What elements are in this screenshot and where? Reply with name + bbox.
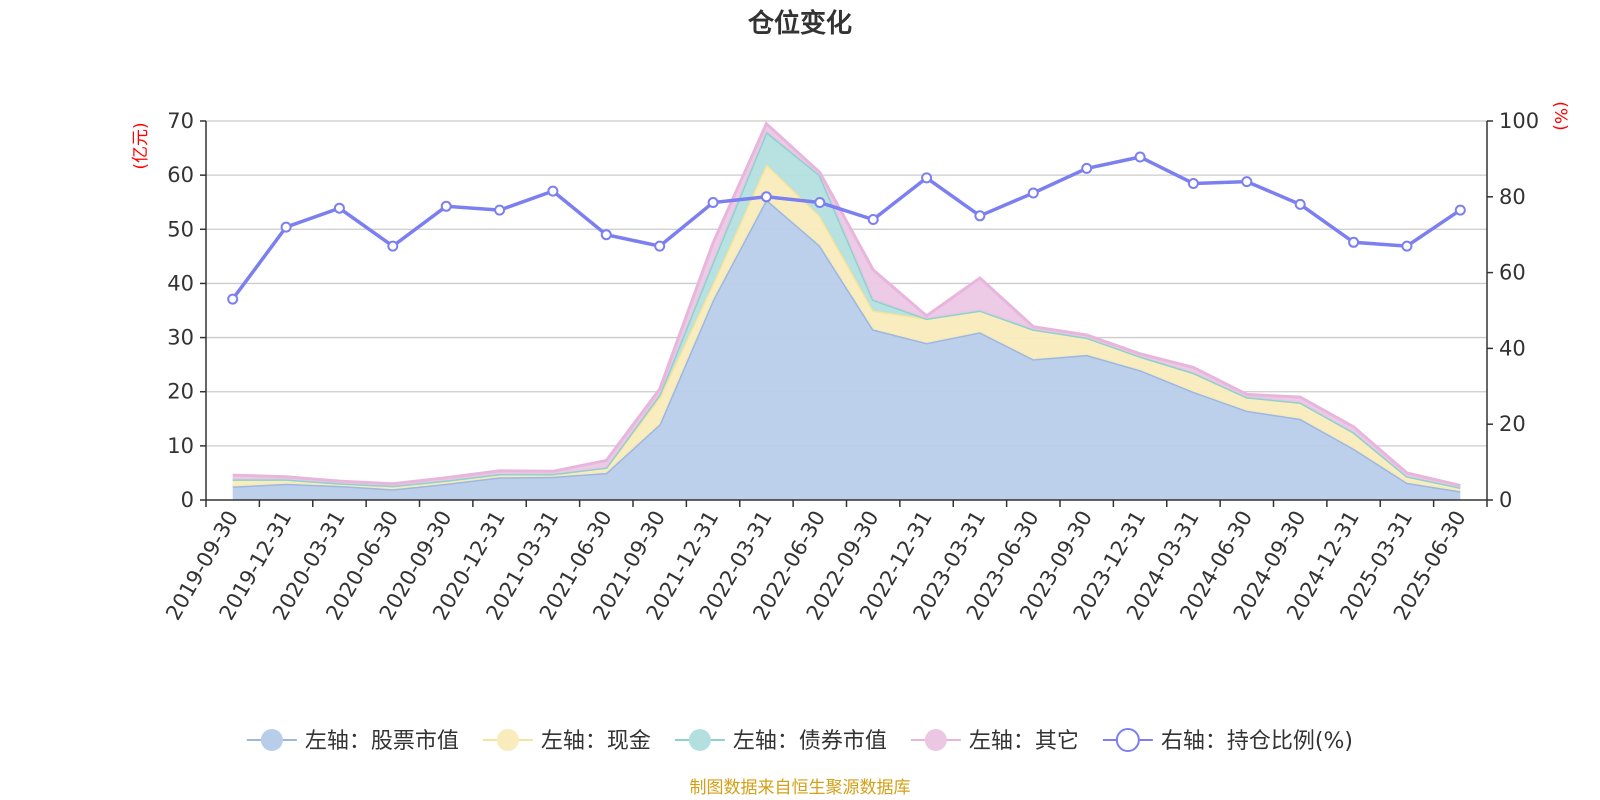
ratio-point-14[interactable] xyxy=(974,210,986,222)
ratio-point-2[interactable] xyxy=(333,202,345,214)
area-edge-series-3 xyxy=(232,121,1461,487)
left-tick-label-60: 60 xyxy=(167,163,194,187)
ratio-point-5[interactable] xyxy=(494,204,506,216)
stacked-areas xyxy=(232,121,1461,500)
ratio-point-21[interactable] xyxy=(1348,236,1360,248)
right-tick-label-100: 100 xyxy=(1499,109,1539,133)
ratio-point-6[interactable] xyxy=(547,185,559,197)
ratio-point-16[interactable] xyxy=(1081,162,1093,174)
ratio-point-7[interactable] xyxy=(600,229,612,241)
legend-marker-1 xyxy=(496,729,519,751)
ratio-point-10[interactable] xyxy=(760,191,772,203)
ratio-line xyxy=(227,151,1466,305)
legend-label-0: 左轴：股票市值 xyxy=(305,729,459,754)
right-axis-unit: (%) xyxy=(1550,101,1570,130)
right-tick-label-20: 20 xyxy=(1499,412,1526,436)
ratio-line-path xyxy=(231,155,1462,301)
ratio-point-0[interactable] xyxy=(227,293,239,305)
right-tick-label-0: 0 xyxy=(1499,488,1512,512)
legend-item-2[interactable]: 左轴：债券市值 xyxy=(674,729,887,754)
right-tick-label-40: 40 xyxy=(1499,336,1526,360)
legend-item-3[interactable]: 左轴：其它 xyxy=(910,729,1079,754)
left-tick-label-70: 70 xyxy=(167,109,194,133)
ratio-point-18[interactable] xyxy=(1187,178,1199,189)
legend-marker-3 xyxy=(924,729,947,751)
legend: 左轴：股票市值 左轴：现金 左轴：债券市值 左轴：其它 右轴：持仓比例(%) xyxy=(246,728,1353,754)
legend-label-4: 右轴：持仓比例(%) xyxy=(1161,729,1353,754)
ratio-point-3[interactable] xyxy=(387,240,399,252)
ratio-point-12[interactable] xyxy=(867,214,879,225)
legend-marker-4 xyxy=(1115,728,1140,752)
left-tick-label-10: 10 xyxy=(167,434,194,458)
legend-label-2: 左轴：债券市值 xyxy=(733,729,887,754)
left-tick-label-20: 20 xyxy=(167,380,194,404)
ratio-point-23[interactable] xyxy=(1454,204,1466,216)
ratio-point-15[interactable] xyxy=(1027,187,1039,199)
legend-item-0[interactable]: 左轴：股票市值 xyxy=(246,729,459,754)
ratio-point-20[interactable] xyxy=(1294,198,1306,210)
legend-item-4[interactable]: 右轴：持仓比例(%) xyxy=(1102,728,1353,754)
left-tick-label-30: 30 xyxy=(167,326,194,350)
ratio-point-19[interactable] xyxy=(1241,176,1253,188)
legend-marker-2 xyxy=(688,729,711,751)
left-tick-label-0: 0 xyxy=(181,488,194,512)
chart-title: 仓位变化 xyxy=(747,8,852,39)
ratio-point-22[interactable] xyxy=(1401,240,1413,252)
data-source-note: 制图数据来自恒生聚源数据库 xyxy=(690,778,911,798)
left-tick-label-40: 40 xyxy=(167,271,194,295)
ratio-point-13[interactable] xyxy=(921,172,933,184)
ratio-point-9[interactable] xyxy=(707,197,719,208)
ratio-point-11[interactable] xyxy=(814,197,826,208)
ratio-point-8[interactable] xyxy=(654,240,666,252)
ratio-point-1[interactable] xyxy=(280,221,292,233)
area-series-0 xyxy=(232,199,1461,500)
right-tick-label-60: 60 xyxy=(1499,261,1526,285)
left-axis-unit: (亿元) xyxy=(131,122,151,169)
left-tick-label-50: 50 xyxy=(167,217,194,241)
legend-item-1[interactable]: 左轴：现金 xyxy=(482,729,651,754)
legend-label-3: 左轴：其它 xyxy=(969,729,1079,754)
right-tick-label-80: 80 xyxy=(1499,185,1526,209)
legend-label-1: 左轴：现金 xyxy=(541,729,651,754)
legend-marker-0 xyxy=(260,729,283,751)
ratio-point-17[interactable] xyxy=(1134,151,1146,163)
ratio-point-4[interactable] xyxy=(440,200,452,212)
